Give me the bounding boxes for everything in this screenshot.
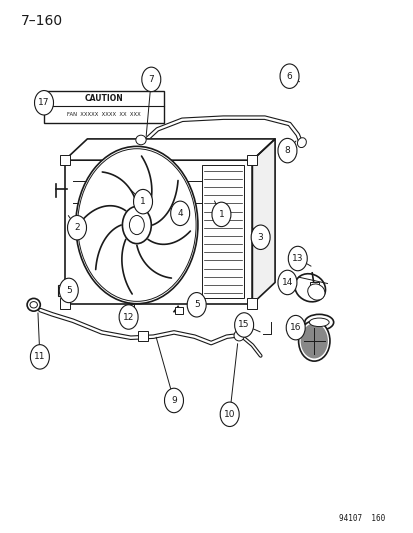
Text: 12: 12 [123,312,134,321]
Text: 7: 7 [148,75,154,84]
Ellipse shape [304,314,333,330]
Bar [138,332,147,341]
Bar [44,91,163,123]
Text: 1: 1 [218,210,224,219]
Circle shape [251,225,269,249]
Circle shape [220,402,239,426]
Text: 11: 11 [34,352,45,361]
Circle shape [164,388,183,413]
Text: 6: 6 [286,71,292,80]
Text: 94107  160: 94107 160 [338,514,385,523]
Bar [247,298,257,309]
Ellipse shape [307,284,324,300]
Text: 9: 9 [171,396,176,405]
Ellipse shape [135,135,146,145]
Circle shape [142,67,160,92]
Circle shape [287,246,306,271]
Bar [126,304,134,312]
Text: 4: 4 [177,209,183,218]
Polygon shape [64,139,274,160]
Circle shape [277,139,296,163]
Text: 10: 10 [223,410,235,419]
Text: 15: 15 [238,320,249,329]
Text: 5: 5 [193,300,199,309]
Circle shape [34,91,53,115]
Text: 16: 16 [289,323,301,332]
Bar [202,165,244,298]
Circle shape [285,316,304,340]
Ellipse shape [233,330,244,341]
Circle shape [300,324,327,359]
Circle shape [170,201,189,225]
Text: CAUTION: CAUTION [84,94,123,103]
Circle shape [129,215,144,235]
Ellipse shape [309,318,328,327]
Circle shape [277,270,296,295]
Text: 1: 1 [140,197,145,206]
Circle shape [133,189,152,214]
Circle shape [30,345,49,369]
Circle shape [187,293,206,317]
Circle shape [298,321,329,361]
Text: FAN  XXXXX  XXXX  XX  XXX: FAN XXXXX XXXX XX XXX [67,112,140,117]
Bar [58,285,66,296]
Polygon shape [252,139,274,304]
Bar [59,298,69,309]
Text: 17: 17 [38,98,50,107]
Text: 3: 3 [257,233,263,242]
Bar [309,282,318,288]
Text: 5: 5 [66,286,71,295]
Text: 13: 13 [291,254,303,263]
Bar [175,307,182,314]
Ellipse shape [294,274,325,302]
Ellipse shape [30,302,37,308]
Circle shape [59,278,78,303]
Circle shape [234,313,253,337]
Ellipse shape [297,138,306,148]
Text: 14: 14 [281,278,292,287]
Text: 7–160: 7–160 [21,14,63,28]
Circle shape [119,305,138,329]
Text: 8: 8 [284,146,290,155]
Circle shape [122,206,151,244]
Circle shape [67,215,86,240]
Bar [247,155,257,165]
Circle shape [76,147,197,304]
Bar [59,155,69,165]
Circle shape [279,64,298,88]
Text: 2: 2 [74,223,80,232]
Ellipse shape [27,298,40,311]
Bar [64,160,252,304]
Circle shape [211,202,230,227]
